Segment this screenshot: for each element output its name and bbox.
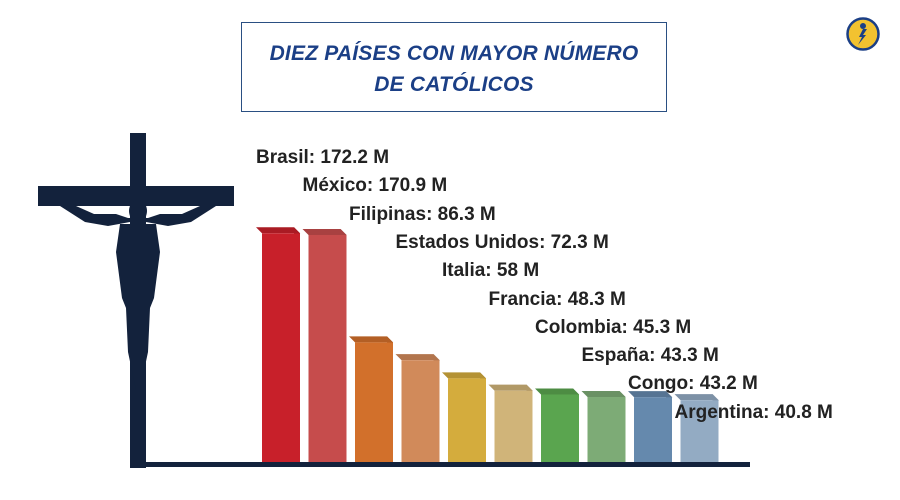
bar-italia: [442, 372, 486, 462]
title-box: DIEZ PAÍSES CON MAYOR NÚMERO DE CATÓLICO…: [241, 22, 667, 112]
data-label: Brasil: 172.2 M: [256, 147, 390, 168]
bar-estados-unidos: [395, 354, 440, 462]
bar-argentina: [674, 394, 719, 462]
data-label: España: 43.3 M: [581, 345, 719, 367]
logo-icon: [846, 17, 880, 51]
data-label: Congo: 43.2 M: [628, 373, 758, 395]
data-label: Estados Unidos: 72.3 M: [395, 231, 609, 253]
data-label: Argentina: 40.8 M: [674, 401, 833, 423]
crucifix-icon: [38, 133, 234, 468]
data-label: Colombia: 45.3 M: [535, 316, 692, 338]
data-label: México: 170.9 M: [302, 175, 448, 197]
data-label: Francia: 48.3 M: [488, 288, 626, 310]
bar-m-xico: [302, 228, 347, 462]
bar-francia: [488, 384, 533, 462]
bar-filipinas: [349, 336, 393, 462]
bar-brasil: [256, 227, 300, 462]
chart-title-line-2: DE CATÓLICOS: [374, 73, 534, 96]
data-label: Filipinas: 86.3 M: [349, 203, 496, 225]
chart-baseline: [130, 462, 750, 467]
chart-title-line-1: DIEZ PAÍSES CON MAYOR NÚMERO: [269, 42, 639, 65]
data-label: Italia: 58 M: [442, 260, 540, 282]
bar-espa-a: [581, 391, 626, 462]
bar-colombia: [535, 388, 579, 462]
bar-congo: [628, 391, 672, 462]
